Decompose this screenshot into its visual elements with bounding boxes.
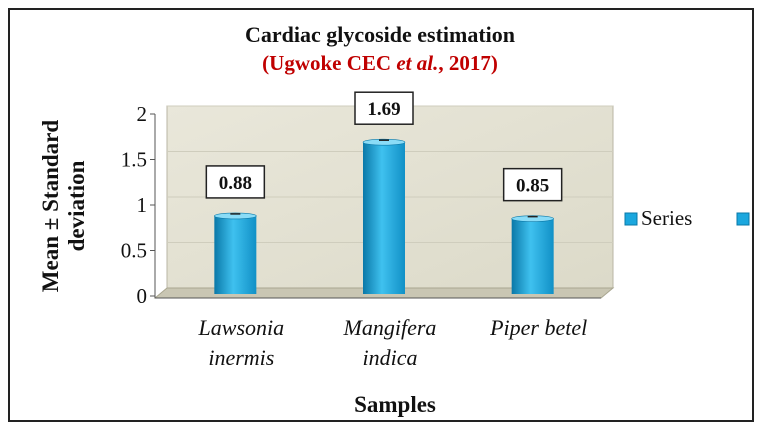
data-label-box xyxy=(354,91,414,125)
y-axis-ticks: 0 0.5 1 1.5 2 xyxy=(121,102,155,308)
chart-frame: Cardiac glycoside estimation (Ugwoke CEC… xyxy=(8,8,754,422)
y-tick-label: 0 xyxy=(137,284,148,308)
y-axis-title-line-2: deviation xyxy=(64,160,89,251)
legend: Series xyxy=(624,206,750,230)
legend-swatch-2 xyxy=(736,212,750,226)
data-label-box xyxy=(205,165,266,199)
bar xyxy=(362,138,406,294)
y-tick-label: 2 xyxy=(137,102,148,126)
x-axis-ticks: Lawsonia inermis Mangifera indica Piper bete… xyxy=(198,315,588,370)
bars xyxy=(214,138,554,294)
bar-top xyxy=(214,212,257,220)
data-label-text: 0.88 xyxy=(219,173,252,194)
x-tick-label: Lawsonia inermis xyxy=(198,315,285,370)
subtitle-part-1: (Ugwoke CEC xyxy=(262,51,396,75)
y-tick-label: 1 xyxy=(137,193,148,217)
x-tick-label: Piper betel xyxy=(489,315,587,340)
bar-body xyxy=(214,215,257,294)
x-axis-title: Samples xyxy=(354,392,436,417)
bar-top xyxy=(362,138,406,146)
subtitle-part-2: , 2017) xyxy=(438,51,498,75)
bar xyxy=(214,212,257,294)
bar xyxy=(511,215,554,294)
data-label-text: 0.85 xyxy=(516,176,549,197)
x-tick-label-line: Mangifera xyxy=(343,315,437,340)
data-label: 0.85 xyxy=(502,167,563,202)
bar-top xyxy=(511,215,554,222)
chart-subtitle: (Ugwoke CEC et al., 2017) xyxy=(262,51,498,75)
x-tick-label-line: Piper betel xyxy=(489,315,587,340)
bar-body xyxy=(511,218,554,294)
x-tick-label-line: inermis xyxy=(208,345,274,370)
y-tick-label: 0.5 xyxy=(121,239,147,263)
legend-label: Series xyxy=(641,206,692,230)
y-axis-title: Mean ± Standard deviation xyxy=(38,120,89,293)
x-tick-label: Mangifera indica xyxy=(343,315,437,370)
y-tick-label: 1.5 xyxy=(121,148,147,172)
data-label: 0.88 xyxy=(205,165,266,199)
data-label: 1.69 xyxy=(354,91,414,125)
chart-title: Cardiac glycoside estimation xyxy=(245,22,515,47)
x-tick-label-line: Lawsonia xyxy=(198,315,285,340)
y-axis-title-line-1: Mean ± Standard xyxy=(38,120,63,293)
x-tick-label-line: indica xyxy=(363,345,418,370)
data-labels: 0.88 1.69 0.85 xyxy=(205,91,563,202)
legend-swatch xyxy=(624,212,638,226)
data-label-box xyxy=(502,167,563,202)
subtitle-part-italic: et al. xyxy=(396,51,438,75)
bar-body xyxy=(363,142,405,294)
data-label-text: 1.69 xyxy=(367,99,400,120)
bar-chart: Cardiac glycoside estimation (Ugwoke CEC… xyxy=(38,22,750,417)
